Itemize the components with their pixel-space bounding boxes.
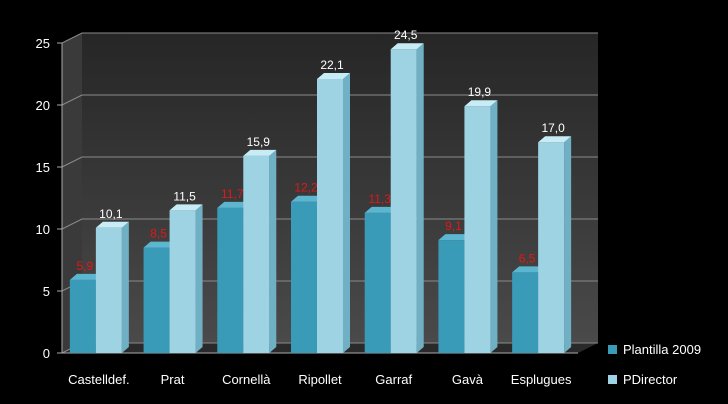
bar-top (217, 201, 251, 208)
y-axis: 0 5 10 15 20 25 (36, 36, 578, 361)
bar-side (490, 100, 498, 354)
bar-top (538, 136, 572, 143)
bar-top (464, 100, 498, 107)
bar-top (243, 149, 277, 156)
gridline (61, 218, 598, 230)
legend-label-pdirector: PDirector (623, 371, 678, 387)
data-label: 19,9 (468, 85, 492, 99)
legend-swatch-pdirector (608, 374, 617, 384)
y-tick-label: 15 (36, 160, 50, 175)
y-tick-label: 20 (36, 98, 50, 113)
data-label: 8,5 (150, 227, 167, 241)
data-label: 5,9 (77, 259, 94, 273)
bar-side (416, 43, 424, 353)
bar-top (143, 241, 177, 248)
bar (512, 272, 539, 353)
bar-top (95, 221, 129, 228)
y-tick-label: 0 (43, 346, 50, 361)
legend: Plantilla 2009 PDirector (608, 340, 701, 400)
bar-top (364, 206, 398, 213)
bar (438, 240, 465, 353)
data-label: 9,1 (445, 219, 462, 233)
x-tick-label: Esplugues (511, 372, 572, 387)
bar-top (390, 43, 424, 50)
data-label: 15,9 (247, 135, 271, 149)
data-label: 12,2 (294, 181, 318, 195)
gridline (61, 32, 598, 44)
x-tick-label: Cornellà (222, 372, 271, 387)
bar (143, 247, 170, 353)
bar-side (343, 72, 350, 354)
bar (291, 201, 317, 353)
legend-item-plantilla: Plantilla 2009 (608, 340, 701, 358)
y-tick-label: 25 (36, 36, 50, 51)
data-label: 17,0 (541, 121, 565, 135)
bar-top (438, 234, 472, 241)
bar (390, 49, 417, 353)
x-tick-label: Ripollet (298, 372, 342, 387)
bar (464, 106, 491, 354)
bar (217, 207, 244, 353)
data-label: 24,5 (394, 28, 418, 42)
bar (169, 210, 196, 353)
x-tick-label: Castelldef. (68, 372, 129, 387)
x-axis: Castelldef. Prat Cornellà Ripollet Garraf Gav… (68, 372, 572, 387)
gridline (61, 156, 598, 168)
data-label: 11,5 (173, 189, 196, 203)
x-tick-label: Prat (161, 372, 185, 387)
y-tick-label: 5 (43, 284, 50, 299)
bar-side (121, 221, 129, 353)
legend-swatch-plantilla (608, 344, 617, 354)
bar-side (564, 136, 572, 353)
data-label: 6,5 (519, 251, 536, 265)
data-label: 11,3 (368, 192, 391, 206)
bar-top (512, 266, 546, 273)
bar (243, 155, 270, 353)
data-label: 10,1 (99, 207, 123, 221)
bar (538, 142, 565, 353)
bar-side (269, 149, 277, 353)
bar (69, 279, 96, 353)
x-tick-label: Gavà (452, 372, 484, 387)
legend-item-pdirector: PDirector (608, 370, 701, 388)
bars (69, 43, 572, 354)
bar (364, 212, 391, 353)
data-labels: 5,9 10,1 8,5 11,5 11,7 15,9 12,2 22,1 11,3 24,5 9,… (77, 28, 566, 273)
bar-top (317, 72, 350, 79)
bar-top (169, 204, 203, 211)
data-label: 22,1 (320, 58, 344, 72)
x-tick-label: Garraf (375, 372, 412, 387)
bar-top (291, 195, 324, 202)
gridline (61, 94, 598, 106)
legend-label-plantilla: Plantilla 2009 (623, 341, 702, 357)
data-label: 11,7 (221, 187, 244, 201)
bar-side (195, 204, 203, 353)
y-tick-label: 10 (36, 222, 50, 237)
bar-top (69, 273, 103, 280)
bar (317, 78, 343, 354)
bar (95, 227, 122, 353)
